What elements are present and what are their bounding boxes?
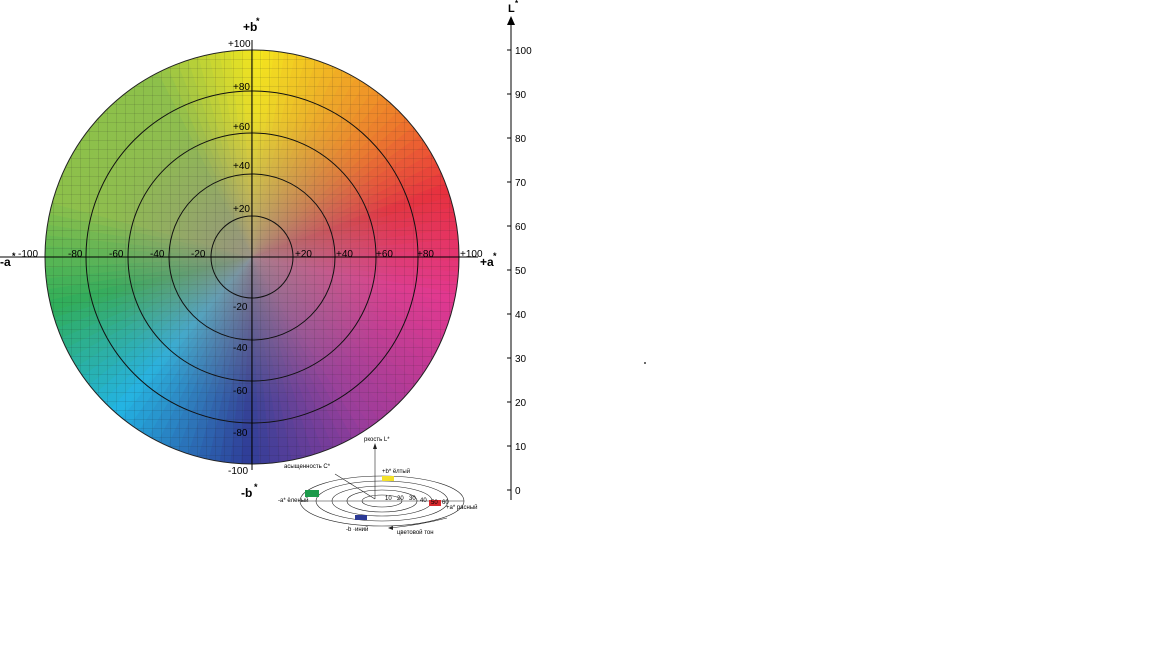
b-tick: -20 <box>233 302 248 313</box>
svg-text:+a: +a <box>480 255 494 269</box>
svg-text:*: * <box>256 16 260 26</box>
mini-red-label: +a* расный <box>446 504 478 511</box>
b-tick: -40 <box>233 343 248 354</box>
arrow-left-icon <box>388 526 393 530</box>
label-pos-b: +b * <box>243 16 260 34</box>
mini-ring-value: 10 <box>385 496 392 502</box>
blue-swatch <box>355 515 367 520</box>
svg-text:L: L <box>508 3 515 15</box>
svg-text:-b: -b <box>241 486 252 500</box>
svg-text:-a: -a <box>0 255 11 269</box>
red-swatch <box>429 500 441 506</box>
mini-ring-value: 60 <box>442 500 449 506</box>
a-tick: -60 <box>109 249 124 260</box>
mini-lightness-label: ркость L* <box>364 437 390 443</box>
a-tick: -40 <box>150 249 165 260</box>
label-pos-a: +a * <box>480 251 497 269</box>
arrow-up-icon <box>507 16 515 25</box>
l-tick: 0 <box>515 486 521 497</box>
l-tick: 100 <box>515 46 532 57</box>
a-tick: +60 <box>376 249 393 260</box>
b-axis-ticks: +80 +60 +40 +20 -20 -40 -60 -80 <box>233 82 250 439</box>
mini-yellow-label: +b* ёлтый <box>382 468 410 475</box>
l-tick: 80 <box>515 134 527 145</box>
b-tick: -80 <box>233 428 248 439</box>
yellow-swatch <box>382 476 394 481</box>
b-tick: -60 <box>233 386 248 397</box>
b-tick: +80 <box>233 82 250 93</box>
a-tick: -80 <box>68 249 83 260</box>
mini-chroma-label: асыщенность C* <box>284 464 331 470</box>
mini-perspective-diagram <box>299 443 465 530</box>
a-tick: +40 <box>336 249 353 260</box>
l-tick: 60 <box>515 222 527 233</box>
a-minus-100: -100 <box>18 249 38 260</box>
a-plus-100: +100 <box>460 249 483 260</box>
mini-ring-value: 30 <box>409 496 416 502</box>
mini-ring-value: 40 <box>420 498 427 504</box>
l-tick: 10 <box>515 442 527 453</box>
svg-text:*: * <box>254 482 258 492</box>
b-tick: +60 <box>233 122 250 133</box>
b-tick: +40 <box>233 161 250 172</box>
green-swatch <box>305 490 319 497</box>
l-tick: 50 <box>515 266 527 277</box>
svg-text:+b: +b <box>243 20 257 34</box>
arrow-up-icon <box>373 443 377 449</box>
b-tick: +20 <box>233 204 250 215</box>
stray-dot <box>644 362 646 364</box>
svg-text:*: * <box>12 251 16 261</box>
a-tick: +20 <box>295 249 312 260</box>
b-minus-100: -100 <box>228 466 248 477</box>
label-neg-a: -a * <box>0 251 16 269</box>
l-tick: 20 <box>515 398 527 409</box>
mini-hue-label: цветовой тон <box>397 529 434 536</box>
a-tick: +80 <box>417 249 434 260</box>
l-tick: 40 <box>515 310 527 321</box>
mini-blue-label: -b ·иний <box>346 526 368 533</box>
svg-text:*: * <box>515 0 519 8</box>
l-tick: 30 <box>515 354 527 365</box>
mini-green-label: -a* ёленый <box>278 497 309 504</box>
l-tick: 70 <box>515 178 527 189</box>
b-plus-100: +100 <box>228 39 251 50</box>
mini-ring-value: 20 <box>397 496 404 502</box>
l-tick: 90 <box>515 90 527 101</box>
svg-text:*: * <box>493 251 497 261</box>
lightness-axis: L * 100 90 80 70 60 50 40 30 20 10 0 <box>507 0 532 500</box>
mini-ring-values: 10 20 30 40 50 60 <box>385 496 449 506</box>
label-lightness: L * <box>508 0 519 15</box>
label-neg-b: -b * <box>241 482 258 500</box>
mini-ring-value: 50 <box>431 500 438 506</box>
a-tick: -20 <box>191 249 206 260</box>
a-axis-ticks: -80 -60 -40 -20 +20 +40 +60 +80 <box>68 249 434 260</box>
